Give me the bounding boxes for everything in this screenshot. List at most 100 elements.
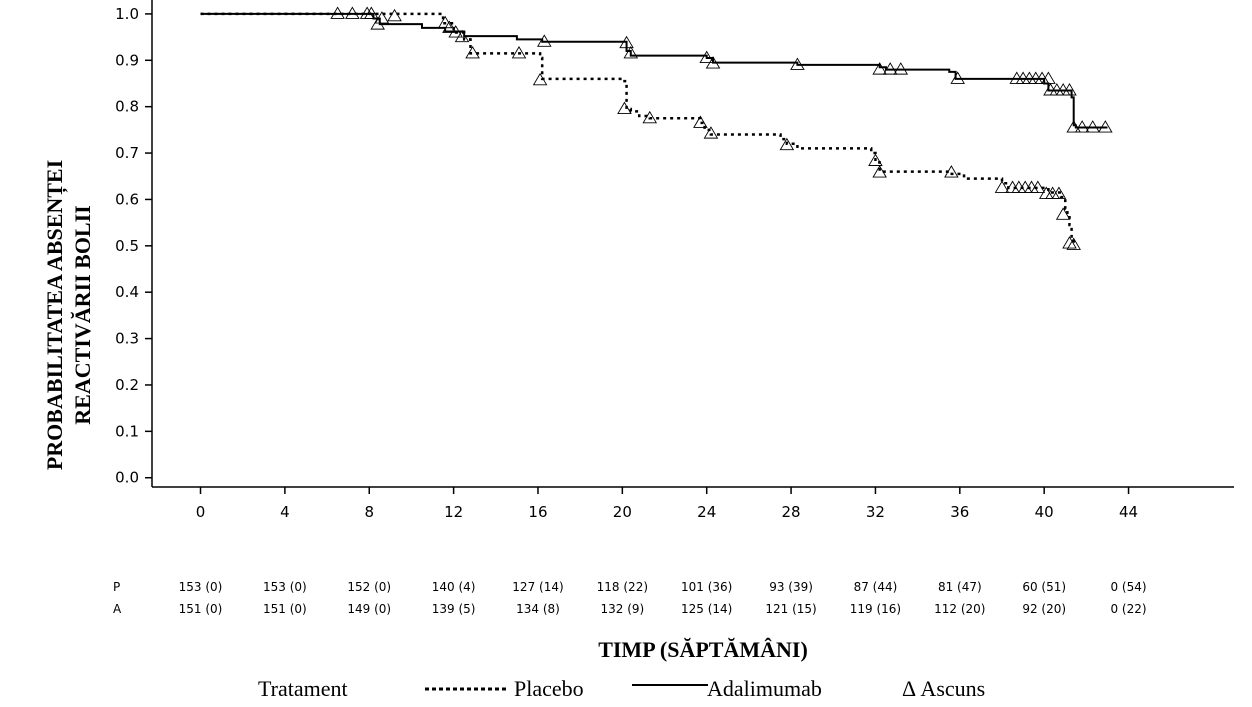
censor-marker-placebo	[872, 165, 887, 178]
x-tick-label: 24	[697, 503, 716, 521]
censor-marker-adalimumab	[699, 50, 714, 63]
censor-marker-adalimumab	[705, 56, 721, 69]
risk-cell: 140 (4)	[432, 580, 476, 594]
censor-marker-placebo	[345, 6, 360, 19]
legend-adalimumab-label: Adalimumab	[707, 676, 822, 701]
risk-cell: 112 (20)	[934, 602, 985, 616]
legend-placebo-label: Placebo	[514, 676, 584, 701]
risk-cell: 121 (15)	[765, 602, 816, 616]
risk-cell: 134 (8)	[516, 602, 560, 616]
censor-marker-adalimumab	[1066, 120, 1081, 133]
y-tick-label: 0.6	[115, 190, 139, 208]
censor-marker-placebo	[868, 153, 883, 166]
censor-marker-adalimumab	[1085, 120, 1100, 133]
risk-cell: 153 (0)	[179, 580, 223, 594]
risk-cell: 152 (0)	[347, 580, 391, 594]
x-tick-label: 36	[950, 503, 969, 521]
censor-marker-placebo	[1030, 180, 1046, 193]
risk-cell: 118 (22)	[597, 580, 648, 594]
censor-marker-placebo	[779, 137, 795, 151]
censor-marker-placebo	[454, 29, 470, 43]
y-axis-title-line-1: PROBABILITATEA ABSENȚEI	[42, 160, 68, 470]
censor-marker-adalimumab	[364, 6, 379, 19]
x-tick-label: 32	[866, 503, 885, 521]
censor-marker-adalimumab	[882, 62, 898, 75]
censor-marker-adalimumab	[893, 62, 909, 75]
censor-marker-placebo	[1051, 186, 1067, 199]
censor-marker-placebo	[330, 6, 345, 19]
censor-marker-placebo	[1055, 207, 1071, 220]
censor-marker-adalimumab	[370, 17, 385, 30]
risk-cell: 101 (36)	[681, 580, 732, 594]
y-tick-label: 0.0	[115, 469, 139, 487]
x-tick-label: 20	[613, 503, 632, 521]
censor-marker-adalimumab	[872, 62, 887, 75]
censor-marker-placebo	[944, 165, 959, 178]
risk-table: P 153 (0) 153 (0) 152 (0) 140 (4) 127 (14) 118…	[113, 580, 1147, 616]
censor-marker-adalimumab	[1098, 120, 1113, 133]
censor-marker-adalimumab	[623, 45, 639, 59]
y-axis-title: PROBABILITATEA ABSENȚEI REACTIVĂRII BOLI…	[42, 160, 95, 470]
x-tick-label: 16	[528, 503, 547, 521]
y-axis-title-line-2: REACTIVĂRII BOLII	[70, 205, 95, 424]
y-tick-label: 0.7	[115, 144, 139, 162]
censor-marker-adalimumab	[537, 34, 552, 47]
censor-marker-adalimumab	[1041, 71, 1056, 84]
risk-cell: 93 (39)	[769, 580, 813, 594]
censor-marker-placebo	[448, 25, 464, 38]
legend-censored-label: Δ Ascuns	[902, 676, 985, 701]
censor-marker-adalimumab	[790, 57, 805, 70]
y-tick-label: 0.3	[115, 330, 139, 348]
risk-cell: 87 (44)	[854, 580, 898, 594]
censor-marker-adalimumab	[1062, 83, 1077, 96]
censor-marker-placebo	[1062, 236, 1077, 249]
x-tick-label: 44	[1119, 503, 1138, 521]
censor-marker-placebo	[1066, 237, 1081, 250]
censor-marker-placebo	[465, 45, 480, 59]
y-tick-label: 0.8	[115, 98, 139, 116]
axes: 0.0 0.1 0.2 0.3 0.4 0.5 0.6 0.7 0.8 0.9 1.0 0 4 8 12 16…	[115, 0, 1234, 521]
risk-cell: 0 (22)	[1110, 602, 1146, 616]
y-tick-label: 0.4	[115, 283, 139, 301]
risk-cell: 125 (14)	[681, 602, 732, 616]
x-tick-label: 0	[196, 503, 206, 521]
risk-cell: 92 (20)	[1022, 602, 1066, 616]
risk-cell: 132 (9)	[600, 602, 644, 616]
censor-marker-adalimumab	[1074, 120, 1090, 133]
y-tick-label: 1.0	[115, 5, 139, 23]
censor-markers	[330, 6, 1113, 250]
risk-cell: 151 (0)	[179, 602, 223, 616]
censor-marker-adalimumab	[619, 35, 634, 49]
x-tick-label: 28	[782, 503, 801, 521]
risk-cell: 0 (54)	[1110, 580, 1146, 594]
y-tick-label: 0.2	[115, 376, 139, 394]
risk-cell: 119 (16)	[850, 602, 901, 616]
series-line-adalimumab	[200, 12, 1108, 129]
legend-title: Tratament	[258, 676, 348, 701]
censor-marker-adalimumab	[442, 20, 457, 33]
risk-row-label: A	[113, 602, 122, 616]
censor-marker-placebo	[511, 45, 527, 59]
y-tick-label: 0.1	[115, 422, 139, 440]
y-tick-label: 0.9	[115, 51, 139, 69]
risk-row-label: P	[113, 580, 120, 594]
risk-cell: 139 (5)	[432, 602, 476, 616]
censor-marker-placebo	[642, 110, 658, 124]
risk-cell: 149 (0)	[347, 602, 391, 616]
x-tick-label: 12	[444, 503, 463, 521]
y-tick-label: 0.5	[115, 237, 139, 255]
censor-marker-adalimumab	[950, 71, 965, 84]
risk-cell: 127 (14)	[512, 580, 563, 594]
censor-marker-placebo	[374, 11, 390, 24]
x-tick-label: 4	[280, 503, 290, 521]
censor-marker-placebo	[617, 101, 632, 114]
censor-marker-placebo	[532, 72, 548, 86]
risk-cell: 151 (0)	[263, 602, 307, 616]
censor-marker-placebo	[703, 126, 719, 139]
censor-marker-placebo	[693, 115, 708, 128]
risk-cell: 153 (0)	[263, 580, 307, 594]
x-tick-label: 8	[364, 503, 374, 521]
x-tick-label: 40	[1035, 503, 1054, 521]
